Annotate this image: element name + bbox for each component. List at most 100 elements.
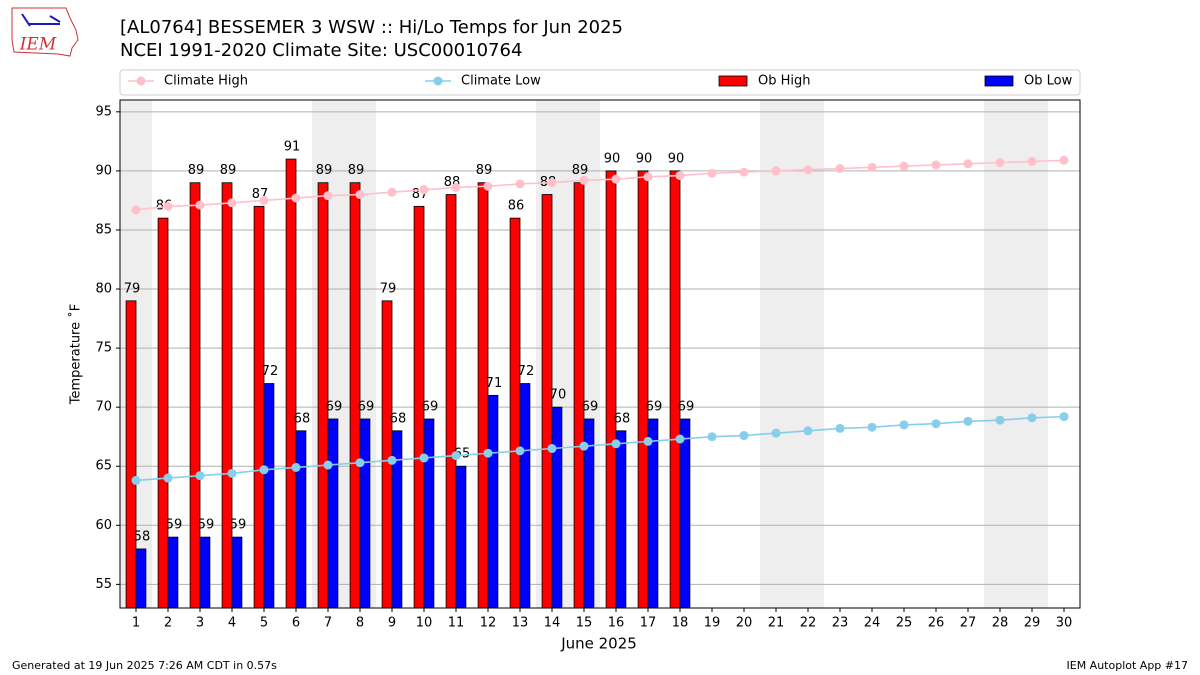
x-tick-label: 20 xyxy=(736,616,753,631)
data-label: 89 xyxy=(572,163,589,178)
point xyxy=(259,195,269,205)
point xyxy=(291,462,301,472)
legend-label: Climate High xyxy=(164,74,248,89)
bar xyxy=(669,170,681,609)
bar xyxy=(189,182,201,609)
point xyxy=(899,161,909,171)
x-tick-label: 8 xyxy=(356,616,364,631)
bar xyxy=(231,536,243,609)
bar xyxy=(637,170,649,609)
x-tick-label: 2 xyxy=(164,616,172,631)
data-label: 79 xyxy=(380,281,397,296)
point xyxy=(547,178,557,188)
bar xyxy=(253,205,265,609)
data-label: 89 xyxy=(476,163,493,178)
x-tick-label: 29 xyxy=(1024,616,1041,631)
weekend-shade xyxy=(792,100,824,608)
data-label: 89 xyxy=(348,163,365,178)
logo-icon xyxy=(21,13,61,27)
data-label: 91 xyxy=(284,140,301,155)
x-tick-label: 6 xyxy=(292,616,300,631)
x-tick-label: 19 xyxy=(704,616,721,631)
point xyxy=(963,159,973,169)
point xyxy=(515,446,525,456)
bar xyxy=(221,182,233,609)
footer-right: IEM Autoplot App #17 xyxy=(1067,659,1189,672)
x-tick-label: 24 xyxy=(864,616,881,631)
y-tick-label: 60 xyxy=(95,518,112,533)
point xyxy=(291,193,301,203)
legend-label: Climate Low xyxy=(461,74,541,89)
point xyxy=(771,166,781,176)
point xyxy=(1059,412,1069,422)
data-label: 79 xyxy=(124,281,141,296)
data-label: 86 xyxy=(508,199,525,214)
data-label: 69 xyxy=(358,399,375,414)
legend-swatch xyxy=(718,75,748,87)
point xyxy=(419,185,429,195)
bar xyxy=(125,300,137,609)
point xyxy=(195,200,205,210)
point xyxy=(131,205,141,215)
data-label: 90 xyxy=(636,151,653,166)
point xyxy=(259,465,269,475)
point xyxy=(547,444,557,454)
x-tick-label: 17 xyxy=(640,616,657,631)
data-label: 72 xyxy=(518,364,535,379)
x-tick-label: 4 xyxy=(228,616,236,631)
bar xyxy=(199,536,211,609)
legend-label: Ob Low xyxy=(1024,74,1073,89)
y-tick-label: 80 xyxy=(95,282,112,297)
x-tick-label: 26 xyxy=(928,616,945,631)
data-label: 69 xyxy=(646,399,663,414)
point xyxy=(579,441,589,451)
y-axis-label: Temperature ˚F xyxy=(68,304,84,405)
data-label: 69 xyxy=(422,399,439,414)
y-tick-label: 55 xyxy=(95,577,112,592)
bar xyxy=(615,430,627,609)
data-label: 68 xyxy=(614,411,631,426)
y-tick-label: 90 xyxy=(95,163,112,178)
line xyxy=(135,159,1065,211)
point xyxy=(483,181,493,191)
point xyxy=(867,422,877,432)
point xyxy=(739,167,749,177)
plot-area: 7986898987918989798788898688899090905859… xyxy=(120,100,1080,609)
x-tick-label: 7 xyxy=(324,616,332,631)
weekend-shade xyxy=(1016,100,1048,608)
data-label: 59 xyxy=(166,518,183,533)
x-tick-label: 9 xyxy=(388,616,396,631)
data-label: 68 xyxy=(294,411,311,426)
y-tick-label: 70 xyxy=(95,400,112,415)
legend-label: Ob High xyxy=(758,74,811,89)
point xyxy=(483,448,493,458)
data-label: 90 xyxy=(604,151,621,166)
point xyxy=(451,451,461,461)
point xyxy=(739,431,749,441)
data-label: 89 xyxy=(188,163,205,178)
logo-text: IEM xyxy=(19,35,57,55)
point xyxy=(931,419,941,429)
chart-subtitle: NCEI 1991-2020 Climate Site: USC00010764 xyxy=(120,40,522,61)
y-tick-label: 85 xyxy=(95,222,112,237)
x-tick-label: 28 xyxy=(992,616,1009,631)
legend-box xyxy=(119,69,1081,96)
x-tick-label: 15 xyxy=(576,616,593,631)
bar xyxy=(295,430,307,609)
logo-outline xyxy=(11,7,79,57)
x-tick-label: 18 xyxy=(672,616,689,631)
bar xyxy=(135,548,147,609)
point xyxy=(899,420,909,430)
point xyxy=(579,175,589,185)
bar xyxy=(551,406,563,609)
point xyxy=(1027,156,1037,166)
x-tick-label: 22 xyxy=(800,616,817,631)
x-tick-label: 10 xyxy=(416,616,433,631)
data-label: 89 xyxy=(316,163,333,178)
data-label: 59 xyxy=(230,518,247,533)
point xyxy=(963,416,973,426)
point xyxy=(835,423,845,433)
point xyxy=(323,191,333,201)
data-label: 72 xyxy=(262,364,279,379)
